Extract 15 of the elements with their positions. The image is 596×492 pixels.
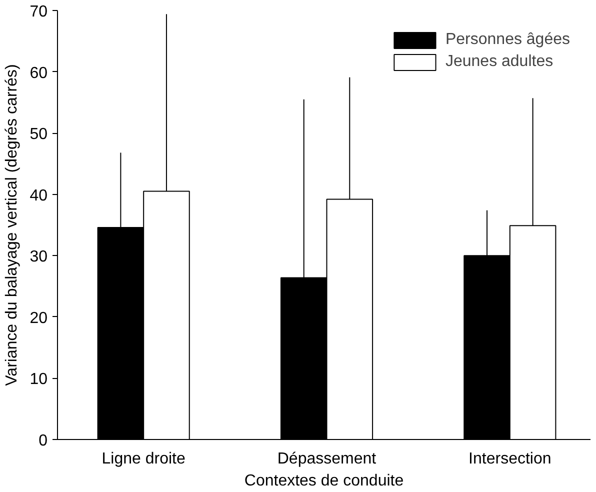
y-axis-title: Variance du balayage vertical (degrés carrés): [4, 64, 21, 386]
x-axis-title: Contextes de conduite: [244, 472, 404, 490]
x-tick-label: Intersection: [468, 450, 552, 468]
y-tick-label: 70: [30, 4, 48, 20]
y-tick-label: 10: [30, 371, 48, 388]
y-tick-label: 20: [30, 310, 48, 327]
y-tick-label: 0: [38, 432, 48, 450]
y-tick-label: 40: [30, 187, 48, 204]
legend-label: Personnes âgées: [445, 31, 570, 49]
y-tick-label: 50: [30, 126, 48, 144]
legend-label: Jeunes adultes: [445, 53, 554, 71]
x-tick-label: Dépassement: [277, 450, 377, 468]
y-tick-label: 30: [30, 248, 48, 266]
x-tick-label: Ligne droite: [102, 450, 186, 468]
y-tick-label: 60: [30, 64, 48, 82]
